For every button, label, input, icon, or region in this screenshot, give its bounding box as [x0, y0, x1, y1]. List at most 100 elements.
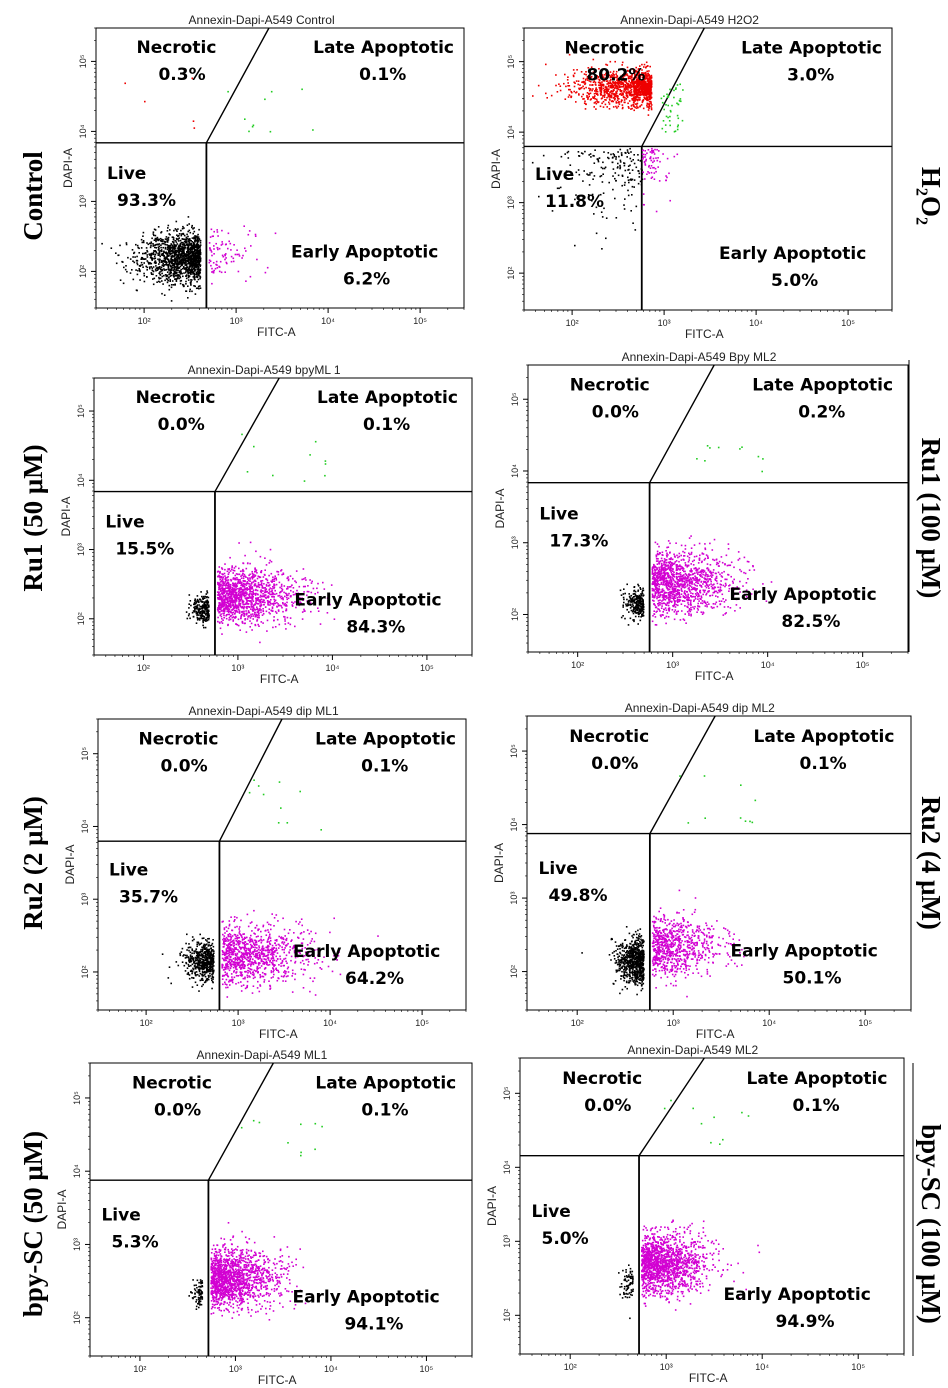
early-percent: 84.3%	[346, 617, 405, 637]
live-percent: 49.8%	[549, 886, 608, 906]
panel-title: Annexin-Dapi-A549 dip ML1	[189, 704, 339, 718]
plot-frame	[526, 715, 912, 1011]
plot-frame	[97, 718, 467, 1011]
row-label: Control	[18, 151, 48, 241]
plot-frame	[89, 1062, 473, 1357]
y-axis-label: DAPI-A	[485, 1186, 499, 1226]
y-axis-label: DAPI-A	[59, 496, 73, 536]
y-tick-label: 10⁴	[509, 818, 519, 832]
diagonal-gate	[649, 715, 716, 834]
x-tick-label: 10²	[138, 316, 151, 326]
event-dots	[188, 1119, 323, 1321]
x-axis-label: FITC-A	[258, 1373, 297, 1387]
live-label: Live	[105, 513, 144, 533]
y-tick-label: 10⁴	[502, 1160, 512, 1174]
x-tick-label: 10³	[229, 1364, 242, 1374]
flow-panel: Annexin-Dapi-A549 bpyML 1 10² 10² 10³ 10³ 10⁴…	[59, 363, 473, 686]
live-percent: 5.0%	[542, 1229, 589, 1249]
necrotic-label: Necrotic	[570, 375, 650, 395]
early-label: Early Apoptotic	[291, 243, 438, 263]
x-tick-label: 10⁴	[755, 1362, 769, 1372]
row-label: Ru1 (50 μM)	[18, 444, 48, 591]
flow-panel: Annexin-Dapi-A549 H2O2 10² 10² 10³ 10³ 10⁴ 10⁴…	[489, 13, 893, 341]
x-tick-label: 10²	[571, 1018, 584, 1028]
live-percent: 11.8%	[545, 192, 604, 212]
diagonal-gate	[218, 718, 283, 842]
diagonal-gate	[214, 377, 280, 492]
live-percent: 17.3%	[549, 532, 608, 552]
row-label: Ru2 (2 μM)	[18, 796, 48, 930]
x-axis-label: FITC-A	[695, 669, 734, 683]
x-tick-label: 10³	[666, 660, 679, 670]
early-percent: 5.0%	[771, 271, 818, 291]
y-tick-label: 10⁵	[509, 744, 519, 758]
x-tick-label: 10²	[137, 663, 150, 673]
necrotic-label: Necrotic	[132, 1074, 212, 1094]
x-tick-label: 10²	[564, 1362, 577, 1372]
y-tick-label: 10²	[80, 965, 90, 978]
x-tick-label: 10⁵	[415, 1018, 429, 1028]
early-label: Early Apoptotic	[292, 1288, 439, 1308]
x-tick-label: 10³	[667, 1018, 680, 1028]
flow-panel: Annexin-Dapi-A549 Control 10² 10² 10³ 10³ 10⁴…	[61, 13, 465, 339]
event-dots	[101, 77, 314, 302]
necrotic-label: Necrotic	[136, 38, 216, 58]
x-tick-label: 10²	[133, 1364, 146, 1374]
live-label: Live	[535, 165, 574, 185]
late-percent: 0.1%	[793, 1096, 840, 1116]
early-percent: 6.2%	[343, 270, 390, 290]
late-label: Late Apoptotic	[315, 1074, 456, 1094]
x-tick-label: 10³	[660, 1362, 673, 1372]
panel-title: Annexin-Dapi-A549 ML2	[627, 1043, 758, 1057]
live-label: Live	[101, 1206, 140, 1226]
necrotic-label: Necrotic	[569, 727, 649, 747]
live-label: Live	[532, 1202, 571, 1222]
diagonal-gate	[641, 27, 705, 147]
x-tick-label: 10⁴	[324, 1364, 338, 1374]
y-tick-label: 10³	[80, 893, 90, 906]
y-tick-label: 10³	[78, 195, 88, 208]
flow-panel: Annexin-Dapi-A549 dip ML1 10² 10² 10³ 10³ 10⁴…	[63, 704, 467, 1041]
y-tick-label: 10³	[506, 196, 516, 209]
x-tick-label: 10⁴	[323, 1018, 337, 1028]
late-percent: 0.1%	[361, 757, 408, 777]
y-tick-label: 10⁵	[506, 55, 516, 69]
diagonal-gate	[207, 1062, 274, 1181]
event-dots	[531, 53, 684, 250]
x-tick-label: 10⁵	[841, 318, 855, 328]
live-percent: 15.5%	[115, 540, 174, 560]
flow-panel: Annexin-Dapi-A549 Bpy ML2 10² 10² 10³ 10³ 10⁴…	[493, 350, 909, 683]
late-label: Late Apoptotic	[747, 1069, 888, 1089]
flow-panel: Annexin-Dapi-A549 ML1 10² 10² 10³ 10³ 10⁴ 10⁴ 1…	[55, 1048, 473, 1387]
early-percent: 64.2%	[345, 969, 404, 989]
right-label: Ru1 (100 μM)	[916, 438, 946, 599]
y-tick-label: 10²	[510, 608, 520, 621]
necrotic-percent: 0.0%	[154, 1101, 201, 1121]
event-dots	[619, 445, 773, 626]
panel-title: Annexin-Dapi-A549 ML1	[197, 1048, 328, 1062]
late-percent: 0.1%	[359, 65, 406, 85]
x-tick-label: 10²	[566, 318, 579, 328]
x-axis-label: FITC-A	[257, 325, 296, 339]
diagonal-gate	[648, 364, 715, 484]
x-axis-label: FITC-A	[689, 1371, 728, 1385]
x-tick-label: 10⁵	[851, 1362, 865, 1372]
x-tick-label: 10³	[230, 316, 243, 326]
late-label: Late Apoptotic	[315, 730, 456, 750]
y-tick-label: 10⁴	[506, 125, 516, 139]
live-label: Live	[109, 861, 148, 881]
diagonal-gate	[205, 27, 270, 144]
right-label: bpy-SC (100 μM)	[916, 1124, 946, 1324]
row-label: bpy-SC (50 μM)	[18, 1131, 48, 1317]
y-tick-label: 10⁵	[76, 404, 86, 418]
plot-frame	[95, 27, 465, 309]
x-tick-label: 10⁴	[762, 1018, 776, 1028]
early-label: Early Apoptotic	[294, 590, 441, 610]
panel-title: Annexin-Dapi-A549 dip ML2	[625, 701, 775, 715]
x-tick-label: 10⁵	[420, 663, 434, 673]
necrotic-label: Necrotic	[564, 38, 644, 58]
necrotic-percent: 0.3%	[158, 65, 205, 85]
x-tick-label: 10³	[231, 663, 244, 673]
y-axis-label: DAPI-A	[61, 148, 75, 188]
y-tick-label: 10²	[509, 965, 519, 978]
